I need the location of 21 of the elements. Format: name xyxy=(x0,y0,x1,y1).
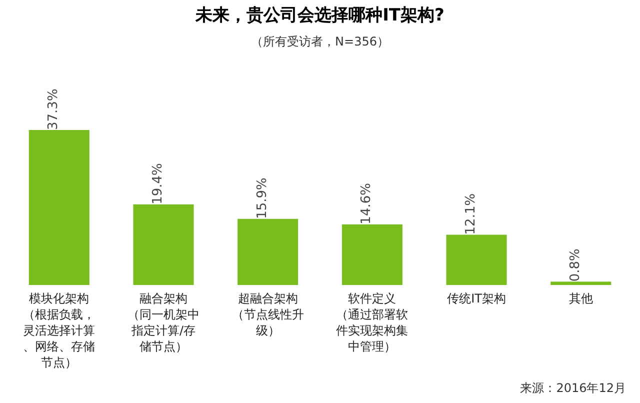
bar xyxy=(133,204,194,285)
bar xyxy=(550,282,612,285)
chart-title: 未来，贵公司会选择哪种IT架构? xyxy=(194,6,444,26)
chart-subtitle: （所有受访者，N=356） xyxy=(251,34,389,49)
data-label: 15.9% xyxy=(254,178,270,219)
source-note: 来源：2016年12月 xyxy=(520,380,626,397)
bar xyxy=(342,224,402,285)
x-tick-label: 软件定义（通过部署软件实现架构集中管理） xyxy=(336,292,408,354)
bar xyxy=(446,234,507,285)
x-tick-label: 模块化架构（根据负载，灵活选择计算、网络、存储节点） xyxy=(23,292,96,370)
x-tick-label: 其他 xyxy=(568,292,593,306)
x-tick-label: 融合架构（同一机架中指定计算/存储节点） xyxy=(127,292,200,354)
data-label: 19.4% xyxy=(150,163,166,204)
bar xyxy=(28,130,90,285)
data-label: 37.3% xyxy=(46,88,62,130)
x-tick-label: 传统IT架构 xyxy=(447,292,506,306)
bar xyxy=(238,218,298,285)
data-label: 12.1% xyxy=(464,193,479,235)
data-label: 14.6% xyxy=(359,183,374,224)
x-tick-label: 超融合架构（节点线性升级） xyxy=(232,292,304,338)
data-label: 0.8% xyxy=(568,248,583,282)
